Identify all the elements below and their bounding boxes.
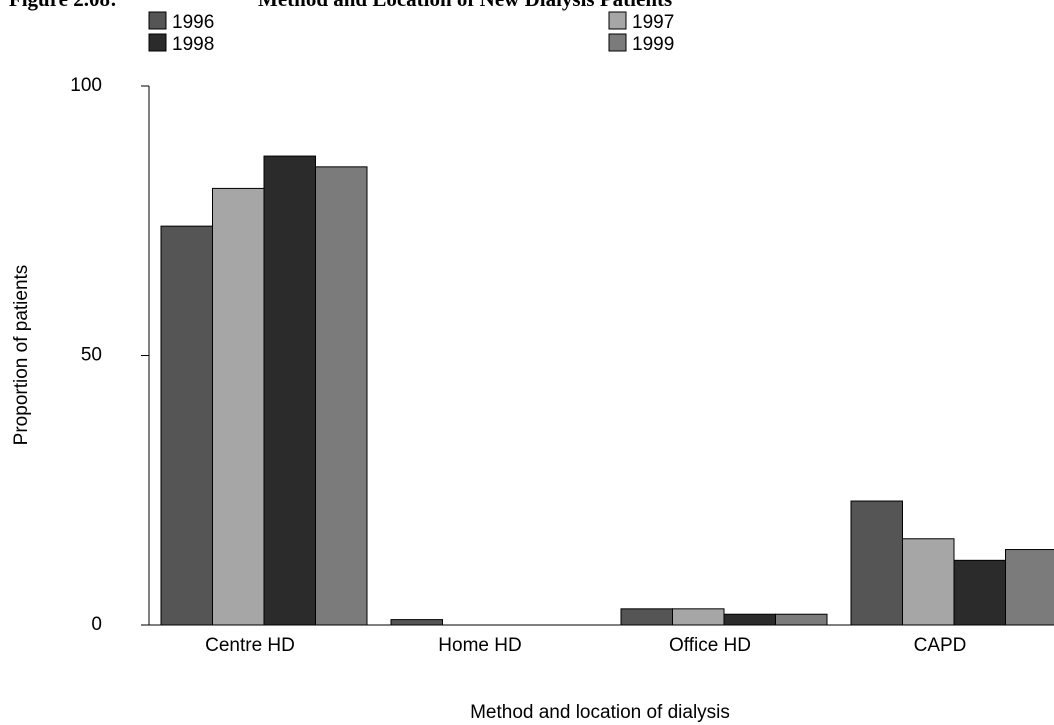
bar bbox=[1005, 549, 1054, 626]
bar bbox=[315, 166, 368, 626]
y-tick-label: 50 bbox=[81, 345, 102, 366]
legend-swatch bbox=[608, 33, 627, 52]
x-tick-label: CAPD bbox=[914, 635, 967, 656]
legend-swatch bbox=[148, 11, 167, 30]
y-tick-label: 100 bbox=[70, 75, 102, 96]
figure-label: Figure 2.08: bbox=[9, 0, 117, 11]
bar bbox=[160, 225, 213, 626]
bar bbox=[723, 613, 776, 626]
x-tick-label: Home HD bbox=[438, 635, 521, 656]
bar bbox=[850, 500, 903, 626]
legend-label: 1996 bbox=[172, 12, 214, 33]
bar bbox=[953, 559, 1006, 626]
bar bbox=[263, 155, 316, 626]
bar bbox=[672, 608, 725, 626]
y-axis-title: Proportion of patients bbox=[11, 265, 32, 446]
legend-label: 1997 bbox=[632, 12, 674, 33]
bar bbox=[620, 608, 673, 626]
bar bbox=[902, 538, 955, 626]
x-tick-label: Office HD bbox=[669, 635, 751, 656]
bar bbox=[212, 187, 265, 626]
legend-label: 1998 bbox=[172, 34, 214, 55]
legend-swatch bbox=[608, 11, 627, 30]
x-axis-title: Method and location of dialysis bbox=[470, 702, 730, 723]
legend-swatch bbox=[148, 33, 167, 52]
bar bbox=[775, 613, 828, 626]
y-tick-label: 0 bbox=[91, 614, 102, 635]
chart-title: Method and Location of New Dialysis Pati… bbox=[258, 0, 672, 11]
x-tick-label: Centre HD bbox=[205, 635, 295, 656]
bar bbox=[390, 619, 443, 626]
legend-label: 1999 bbox=[632, 34, 674, 55]
